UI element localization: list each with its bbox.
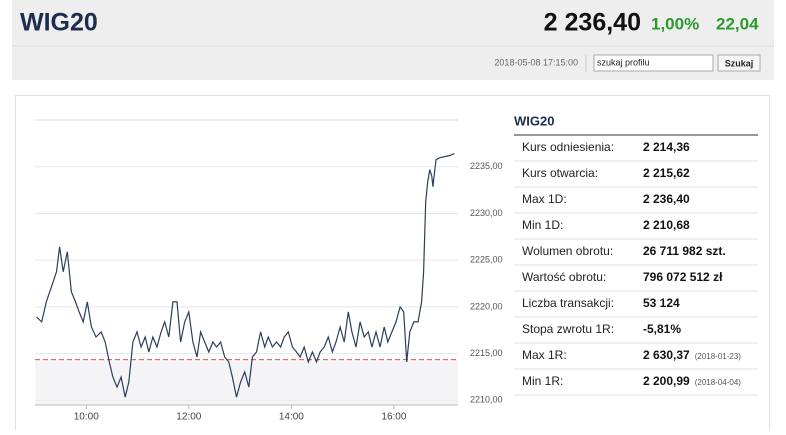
y-tick-label: 2215,00 (470, 348, 503, 358)
row-value: 53 124 (643, 296, 680, 310)
row-label: Stopa zwrotu 1R: (522, 322, 614, 336)
row-label: Max 1R: (522, 348, 567, 362)
row-note: (2018-01-23) (695, 352, 742, 361)
row-value: 796 072 512 zł (643, 270, 723, 284)
below-reference-shade (35, 359, 458, 405)
table-title: WIG20 (514, 113, 554, 128)
page-title: WIG20 (20, 9, 98, 37)
price: 2 236,40 (544, 9, 641, 37)
y-tick-label: 2210,00 (470, 395, 503, 405)
x-tick-label: 10:00 (74, 412, 99, 423)
row-value: 26 711 982 szt. (643, 244, 726, 258)
x-tick-label: 16:00 (381, 412, 406, 423)
y-tick-label: 2235,00 (470, 161, 503, 171)
row-label: Liczba transakcji: (522, 296, 614, 310)
search-placeholder: szukaj profilu (597, 57, 650, 67)
row-label: Min 1R: (522, 374, 563, 388)
row-value: 2 215,62 (643, 166, 690, 180)
x-tick-label: 12:00 (176, 412, 201, 423)
row-value: 2 210,68 (643, 218, 690, 232)
timestamp: 2018-05-08 17:15:00 (494, 57, 578, 67)
y-tick-label: 2220,00 (470, 301, 503, 311)
row-value: -5,81% (643, 322, 681, 336)
row-value: 2 236,40 (643, 192, 690, 206)
row-value: 2 630,37 (643, 348, 690, 362)
search-button[interactable] (717, 54, 761, 72)
change: 22,04 (716, 14, 759, 33)
search-button-label: Szukaj (725, 58, 754, 68)
row-label: Min 1D: (522, 218, 563, 232)
row-value: 2 214,36 (643, 140, 690, 154)
change-pct: 1,00% (651, 14, 699, 33)
row-label: Kurs odniesienia: (522, 140, 614, 154)
y-tick-label: 2230,00 (470, 208, 503, 218)
y-tick-label: 2225,00 (470, 255, 503, 265)
row-label: Max 1D: (522, 192, 567, 206)
row-note: (2018-04-04) (695, 378, 742, 387)
row-label: Kurs otwarcia: (522, 166, 598, 180)
row-label: Wartość obrotu: (522, 270, 606, 284)
price-line (36, 153, 455, 398)
search-input[interactable] (593, 54, 714, 72)
x-tick-label: 14:00 (279, 412, 304, 423)
row-label: Wolumen obrotu: (522, 244, 613, 258)
row-value: 2 200,99 (643, 374, 690, 388)
